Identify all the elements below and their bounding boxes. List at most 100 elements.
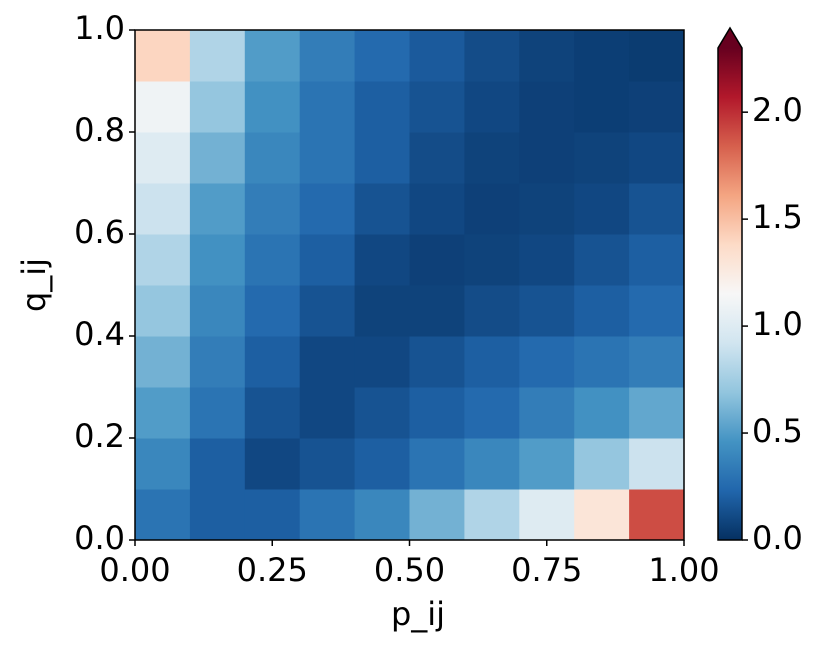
heatmap-cell xyxy=(135,285,191,337)
heatmap-cell xyxy=(189,81,246,133)
colorbar-tick-label: 2.0 xyxy=(752,91,803,129)
heatmap-cell xyxy=(299,489,356,541)
heatmap-cell xyxy=(629,438,685,490)
heatmap-cell xyxy=(629,387,685,439)
heatmap-cell xyxy=(519,30,575,82)
heatmap-cell xyxy=(409,387,465,439)
heatmap-cell xyxy=(299,81,356,133)
heatmap-cell xyxy=(135,132,191,184)
colorbar-tick-label: 1.5 xyxy=(752,198,803,236)
heatmap-cell xyxy=(244,183,301,235)
heatmap-cell xyxy=(244,336,301,388)
heatmap-cell xyxy=(519,81,575,133)
heatmap-cell xyxy=(574,285,630,337)
heatmap-cell xyxy=(244,30,301,82)
x-tick-label: 1.00 xyxy=(648,551,719,589)
heatmap-cell xyxy=(464,336,520,388)
heatmap-cell xyxy=(135,489,191,541)
heatmap-cell xyxy=(574,336,630,388)
heatmap-cell xyxy=(354,489,410,541)
heatmap-cell xyxy=(354,336,410,388)
heatmap-cell xyxy=(519,387,575,439)
heatmap-cell xyxy=(574,234,630,286)
heatmap-cell xyxy=(519,438,575,490)
heatmap-cell xyxy=(464,30,520,82)
heatmap-cell xyxy=(244,438,301,490)
heatmap-cell xyxy=(189,132,246,184)
heatmap-cell xyxy=(464,132,520,184)
heatmap-cell xyxy=(629,183,685,235)
heatmap-cell xyxy=(135,336,191,388)
heatmap-cell xyxy=(189,336,246,388)
heatmap-cell xyxy=(135,387,191,439)
heatmap-cell xyxy=(574,30,630,82)
heatmap-cell xyxy=(574,438,630,490)
heatmap-cell xyxy=(464,81,520,133)
heatmap-cell xyxy=(354,234,410,286)
heatmap-cell xyxy=(244,81,301,133)
y-axis-label: q_ij xyxy=(15,258,53,312)
heatmap-cell xyxy=(629,489,685,541)
heatmap-cell xyxy=(629,285,685,337)
heatmap-cell xyxy=(519,489,575,541)
heatmap-cell xyxy=(409,438,465,490)
x-tick-label: 0.25 xyxy=(237,551,308,589)
heatmap-cell xyxy=(409,234,465,286)
heatmap-cell xyxy=(629,336,685,388)
heatmap-cell xyxy=(519,183,575,235)
heatmap-cell xyxy=(409,81,465,133)
heatmap-cell xyxy=(189,183,246,235)
heatmap-cell xyxy=(244,489,301,541)
colorbar-tick-label: 0.0 xyxy=(752,519,803,557)
colorbar-extension xyxy=(718,28,742,48)
heatmap-cell xyxy=(189,285,246,337)
heatmap-cell xyxy=(135,81,191,133)
y-tick-label: 0.2 xyxy=(74,417,125,455)
heatmap-cell xyxy=(354,285,410,337)
heatmap-cell xyxy=(135,183,191,235)
heatmap-cell xyxy=(464,183,520,235)
heatmap-cell xyxy=(299,183,356,235)
heatmap-cell xyxy=(519,132,575,184)
y-tick-label: 0.8 xyxy=(74,111,125,149)
heatmap-cell xyxy=(244,132,301,184)
heatmap-cell xyxy=(409,285,465,337)
heatmap-cell xyxy=(135,438,191,490)
heatmap-cell xyxy=(189,30,246,82)
heatmap-cell xyxy=(354,438,410,490)
heatmap-cell xyxy=(299,132,356,184)
colorbar xyxy=(718,48,742,540)
heatmap-cell xyxy=(354,132,410,184)
heatmap-cell xyxy=(464,489,520,541)
x-axis-label: p_ij xyxy=(391,595,445,633)
heatmap-cell xyxy=(299,30,356,82)
heatmap-cell xyxy=(629,132,685,184)
heatmap-cell xyxy=(574,132,630,184)
heatmap-cell xyxy=(189,489,246,541)
heatmap-cell xyxy=(299,234,356,286)
heatmap-cell xyxy=(464,387,520,439)
heatmap-cell xyxy=(409,132,465,184)
heatmap-cell xyxy=(574,387,630,439)
x-tick-label: 0.75 xyxy=(511,551,582,589)
heatmap-cell xyxy=(189,438,246,490)
heatmap-cell xyxy=(244,285,301,337)
heatmap-cell xyxy=(464,438,520,490)
heatmap-cell xyxy=(299,336,356,388)
heatmap-cell xyxy=(299,387,356,439)
heatmap-cell xyxy=(354,81,410,133)
heatmap-cell xyxy=(299,285,356,337)
heatmap-cell xyxy=(519,336,575,388)
y-tick-label: 0.4 xyxy=(74,315,125,353)
heatmap-cell xyxy=(354,30,410,82)
heatmap-cell xyxy=(409,183,465,235)
heatmap-cell xyxy=(629,234,685,286)
heatmap-cell xyxy=(629,81,685,133)
heatmap-cell xyxy=(464,285,520,337)
heatmap-cell xyxy=(464,234,520,286)
heatmap-cell xyxy=(409,336,465,388)
colorbar-tick-label: 0.5 xyxy=(752,412,803,450)
x-tick-label: 0.50 xyxy=(374,551,445,589)
y-tick-label: 0.0 xyxy=(74,519,125,557)
